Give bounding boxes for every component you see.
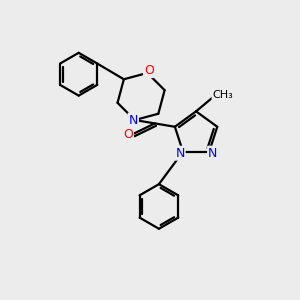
Text: O: O bbox=[123, 128, 133, 141]
Text: CH₃: CH₃ bbox=[212, 90, 233, 100]
Text: O: O bbox=[144, 64, 154, 77]
Text: N: N bbox=[129, 113, 138, 127]
Text: N: N bbox=[175, 147, 185, 160]
Text: N: N bbox=[208, 147, 218, 160]
